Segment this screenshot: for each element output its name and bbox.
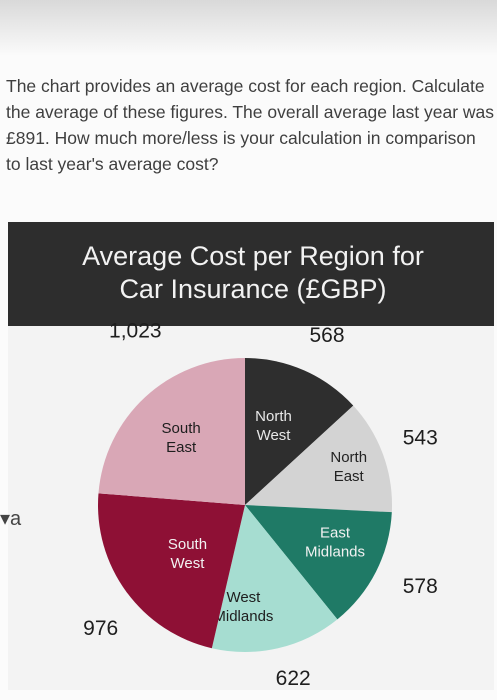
question-text: The chart provides an average cost for e… [6,76,495,174]
top-shadow [0,0,497,56]
slice-value-label: 622 [276,667,311,690]
pie-slice [245,405,393,513]
slice-category-label: South West [168,536,207,572]
slice-value-label: 568 [309,324,344,347]
slice-category-label: East Midlands [305,525,365,561]
pie-slice [245,358,354,505]
pie-slice [211,505,338,652]
pie-slice [98,493,246,649]
chart-title-band: Average Cost per Region for Car Insuranc… [8,222,494,326]
slice-value-label: 543 [403,427,438,450]
side-glyph: ▾a [0,508,22,530]
pie-slice [98,358,246,505]
slice-value-label: 976 [83,617,118,640]
slice-category-label: North East [330,449,367,485]
slice-value-label: 1,023 [109,319,162,342]
slice-category-label: North West [255,408,292,444]
pie-slice [245,505,392,620]
slice-value-label: 578 [403,575,438,598]
slice-category-label: South East [162,420,201,456]
chart-title: Average Cost per Region for Car Insuranc… [82,241,424,304]
slice-category-label: West Midlands [213,589,273,625]
